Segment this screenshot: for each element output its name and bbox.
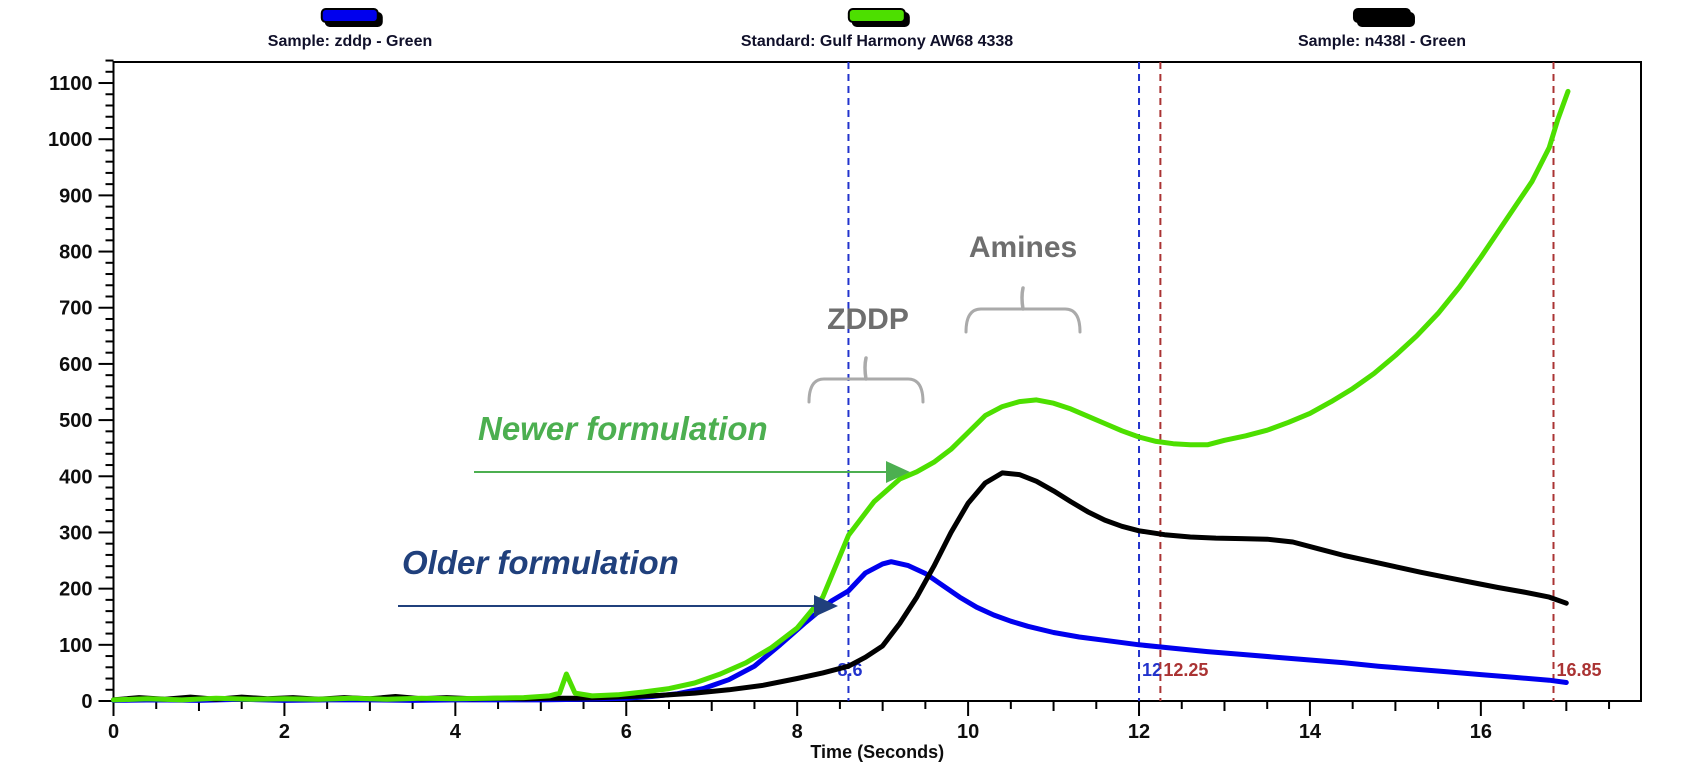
zddp-brace [807, 356, 925, 404]
older-formulation-label: Older formulation [402, 544, 679, 581]
amines-brace [964, 286, 1082, 334]
legend-label: Standard: Gulf Harmony AW68 4338 [740, 33, 1014, 50]
marker-label: 12.25 [1163, 660, 1208, 680]
legend-label: Sample: zddp - Green [267, 33, 433, 50]
newer-formulation-arrow [474, 461, 910, 483]
x-tick-label: 16 [1470, 721, 1492, 743]
y-tick-label: 200 [59, 579, 92, 601]
plot-border [112, 61, 1642, 702]
legend-label: Sample: n438l - Green [1297, 33, 1467, 50]
newer-formulation-label: Newer formulation [478, 410, 768, 447]
legend-swatch-black [1353, 8, 1411, 23]
y-tick-label: 300 [59, 522, 92, 544]
y-tick-label: 1100 [49, 73, 92, 95]
marker-label: 16.85 [1557, 660, 1602, 680]
y-tick-label: 700 [59, 298, 92, 320]
x-tick-label: 4 [450, 721, 462, 743]
y-tick-label: 100 [59, 635, 92, 657]
y-tick-label: 500 [59, 410, 92, 432]
x-tick-label: 0 [108, 721, 119, 743]
y-tick-label: 600 [59, 354, 92, 376]
x-tick-label: 14 [1299, 721, 1322, 743]
y-tick-label: 400 [59, 466, 92, 488]
legend-item-n438l[interactable]: Sample: n438l - Green [1298, 8, 1466, 51]
y-tick-label: 900 [59, 185, 92, 207]
marker-label: 12 [1142, 660, 1162, 680]
x-tick-label: 12 [1128, 721, 1150, 743]
series-curve [111, 88, 1571, 703]
legend-swatch-blue [321, 8, 379, 23]
zddp-region-label: ZDDP [827, 303, 909, 336]
older-formulation-arrow [398, 595, 838, 617]
y-tick-label: 0 [81, 691, 92, 713]
legend-item-zddp[interactable]: Sample: zddp - Green [268, 8, 432, 51]
legend-swatch-green [848, 8, 906, 23]
y-tick-label: 800 [59, 242, 92, 264]
x-axis-title: Time (Seconds) [810, 742, 944, 762]
x-tick-label: 10 [957, 721, 979, 743]
legend-item-standard[interactable]: Standard: Gulf Harmony AW68 4338 [741, 8, 1013, 51]
x-tick-label: 6 [621, 721, 632, 743]
x-tick-label: 2 [279, 721, 290, 743]
y-tick-label: 1000 [48, 129, 93, 151]
x-tick-label: 8 [792, 721, 803, 743]
amines-region-label: Amines [968, 231, 1078, 264]
